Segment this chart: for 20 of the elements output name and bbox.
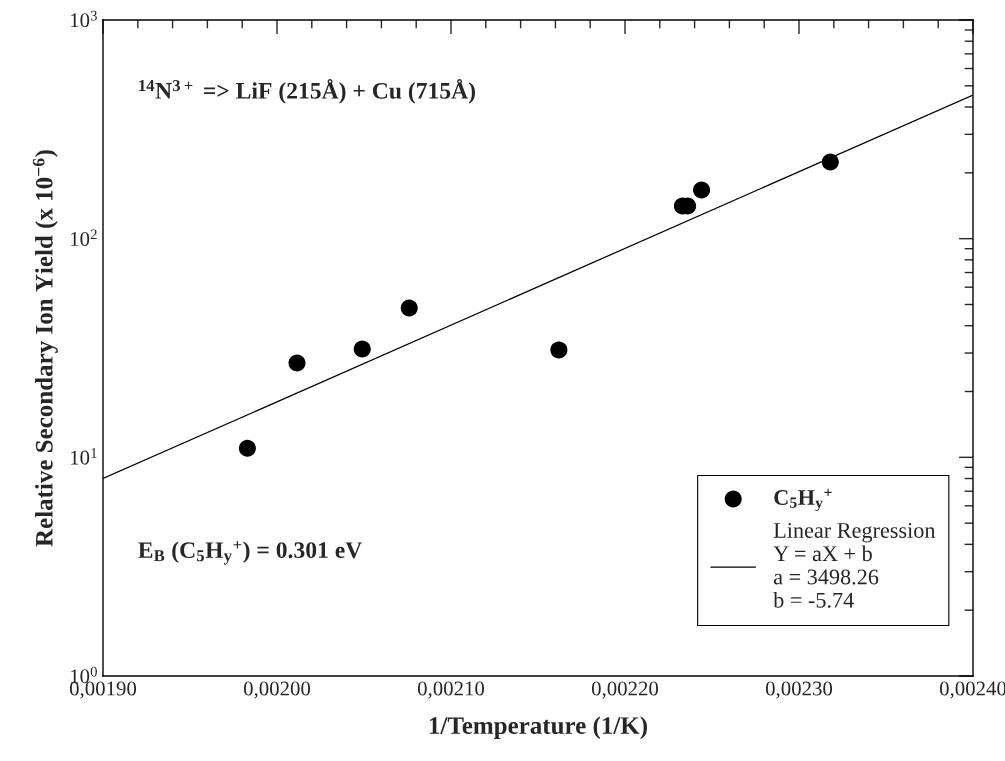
point <box>353 340 371 358</box>
annotation: $^{14}$N$^{3+}$ => LiF (215Å) + Cu (715Å) <box>139 79 476 104</box>
point <box>288 354 306 372</box>
x-tick-label: 0,00220 <box>591 681 659 699</box>
y-tick-label: 10$^{3}$ <box>71 10 97 28</box>
x-tick-label: 0,00200 <box>243 681 311 699</box>
point <box>550 341 568 359</box>
legend-label: Linear Regression Y = aX + b a = 3498.26 b = -5.74 <box>773 522 936 608</box>
legend-label: C$_{5}$H$_{y}$$^{+}$ <box>774 488 832 512</box>
point <box>238 439 256 457</box>
y-axis-title: Relative Secondary Ion Yield (x 10$^{−6}$) <box>32 150 58 547</box>
annotation: E$_{B}$ (C$_{5}$H$_{y}$$^{+}$) = 0.301 eV <box>138 540 363 565</box>
x-tick-label: 0,00230 <box>765 681 833 699</box>
point <box>693 181 711 199</box>
point <box>821 153 839 171</box>
x-axis-title: 1/Temperature (1/K) <box>429 716 647 740</box>
y-tick-label: 10$^{2}$ <box>71 229 97 246</box>
point <box>400 299 418 317</box>
y-tick-label: 10$^{1}$ <box>71 448 97 465</box>
x-tick-label: 0,00210 <box>417 681 485 699</box>
